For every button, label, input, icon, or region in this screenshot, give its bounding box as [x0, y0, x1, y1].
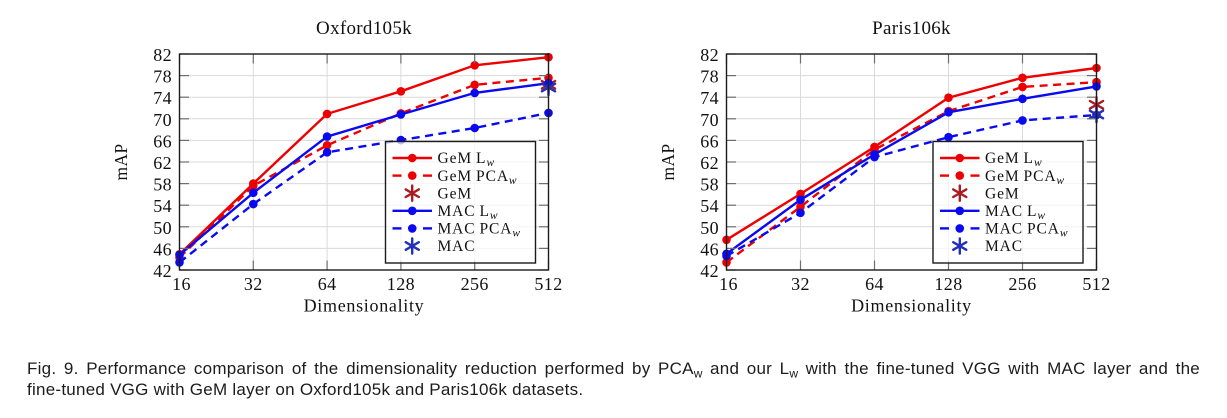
svg-text:64: 64 — [865, 274, 884, 294]
svg-text:62: 62 — [700, 153, 719, 173]
svg-text:50: 50 — [700, 218, 719, 238]
svg-text:32: 32 — [791, 274, 810, 294]
svg-text:42: 42 — [700, 261, 719, 281]
svg-text:512: 512 — [534, 274, 562, 294]
svg-text:46: 46 — [700, 239, 719, 259]
svg-text:Dimensionality: Dimensionality — [304, 296, 425, 316]
svg-text:GeM Lw: GeM Lw — [985, 150, 1043, 169]
svg-text:GeM PCAw: GeM PCAw — [438, 168, 518, 187]
svg-text:MAC PCAw: MAC PCAw — [438, 221, 521, 240]
svg-text:Dimensionality: Dimensionality — [851, 296, 972, 316]
svg-text:GeM: GeM — [985, 185, 1020, 202]
svg-text:50: 50 — [153, 218, 172, 238]
svg-text:58: 58 — [153, 175, 172, 195]
svg-text:78: 78 — [700, 67, 719, 87]
svg-text:54: 54 — [153, 196, 172, 216]
svg-text:GeM: GeM — [438, 185, 473, 202]
svg-text:512: 512 — [1082, 274, 1110, 294]
svg-text:74: 74 — [153, 88, 172, 108]
svg-text:42: 42 — [153, 261, 172, 281]
svg-text:256: 256 — [1008, 274, 1036, 294]
svg-text:256: 256 — [461, 274, 489, 294]
svg-text:MAC: MAC — [438, 238, 476, 255]
svg-text:46: 46 — [153, 239, 172, 259]
svg-text:74: 74 — [700, 88, 719, 108]
svg-text:MAC: MAC — [985, 238, 1023, 255]
svg-text:128: 128 — [934, 274, 962, 294]
svg-text:MAC PCAw: MAC PCAw — [985, 221, 1068, 240]
svg-text:62: 62 — [153, 153, 172, 173]
svg-text:82: 82 — [153, 45, 172, 65]
svg-text:GeM PCAw: GeM PCAw — [985, 168, 1065, 187]
svg-text:32: 32 — [244, 274, 263, 294]
svg-text:128: 128 — [387, 274, 415, 294]
svg-text:66: 66 — [700, 131, 719, 151]
svg-text:mAP: mAP — [658, 144, 678, 181]
svg-text:64: 64 — [318, 274, 337, 294]
svg-text:Paris106k: Paris106k — [872, 18, 951, 39]
svg-text:78: 78 — [153, 67, 172, 87]
svg-text:82: 82 — [700, 45, 719, 65]
svg-text:Oxford105k: Oxford105k — [316, 18, 412, 39]
svg-text:MAC Lw: MAC Lw — [438, 203, 499, 222]
svg-text:MAC Lw: MAC Lw — [985, 203, 1046, 222]
svg-text:16: 16 — [172, 274, 191, 294]
svg-text:58: 58 — [700, 175, 719, 195]
svg-text:66: 66 — [153, 131, 172, 151]
svg-text:mAP: mAP — [111, 144, 131, 181]
svg-text:54: 54 — [700, 196, 719, 216]
svg-text:70: 70 — [153, 110, 172, 130]
svg-text:70: 70 — [700, 110, 719, 130]
svg-text:GeM Lw: GeM Lw — [438, 150, 496, 169]
svg-text:16: 16 — [719, 274, 738, 294]
